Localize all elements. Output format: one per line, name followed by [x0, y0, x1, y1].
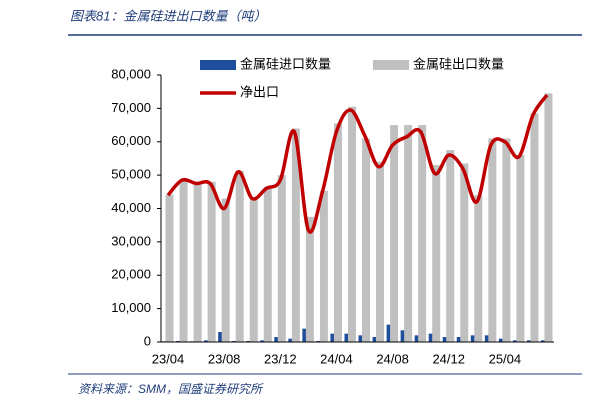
bar: [526, 340, 531, 342]
bar: [207, 181, 216, 342]
bar: [358, 335, 363, 342]
legend-label: 金属硅出口数量: [413, 56, 504, 71]
x-tick-label: 24/08: [376, 351, 409, 366]
bar: [530, 113, 539, 342]
bar: [484, 335, 489, 342]
chart-title: 图表81：金属硅进出口数量（吨）: [70, 8, 266, 23]
bar: [165, 194, 174, 342]
bar: [372, 336, 377, 342]
bar: [179, 179, 188, 342]
bar: [442, 336, 447, 342]
bar: [277, 175, 286, 342]
bar: [235, 170, 244, 342]
bar: [418, 125, 427, 342]
bar: [333, 123, 342, 342]
bar: [446, 150, 455, 342]
y-tick-label: 10,000: [111, 300, 151, 315]
bar: [386, 324, 391, 342]
bar: [319, 190, 328, 342]
bar: [376, 161, 385, 342]
bar: [544, 93, 553, 342]
bar: [221, 198, 230, 342]
bar: [344, 333, 349, 342]
bar: [347, 106, 356, 342]
bar: [288, 338, 293, 342]
x-tick-label: 23/04: [152, 351, 185, 366]
bar: [404, 125, 413, 342]
bar: [330, 333, 335, 342]
bar: [474, 195, 483, 342]
bar: [390, 125, 399, 342]
bar: [218, 331, 223, 342]
bar: [428, 333, 433, 342]
bar: [502, 138, 511, 342]
bar: [512, 340, 517, 342]
bar: [460, 163, 469, 342]
y-tick-label: 50,000: [111, 167, 151, 182]
legend-label: 金属硅进口数量: [240, 56, 331, 71]
bar: [432, 165, 441, 342]
bar: [246, 340, 251, 342]
bar: [193, 182, 202, 342]
bar: [400, 330, 405, 342]
legend-label: 净出口: [240, 84, 279, 99]
y-tick-label: 30,000: [111, 233, 151, 248]
line: [166, 93, 549, 234]
bar: [470, 335, 475, 342]
x-tick-label: 24/12: [432, 351, 465, 366]
bar: [249, 197, 258, 342]
bar: [305, 216, 314, 342]
y-tick-label: 60,000: [111, 133, 151, 148]
bar: [232, 340, 237, 342]
bar: [456, 336, 461, 342]
bar: [204, 340, 209, 342]
x-tick-label: 25/04: [489, 351, 522, 366]
y-tick-label: 20,000: [111, 267, 151, 282]
y-tick-label: 80,000: [111, 66, 151, 81]
y-tick-label: 70,000: [111, 100, 151, 115]
x-tick-label: 24/04: [320, 351, 353, 366]
legend-swatch: [373, 60, 409, 70]
bar: [302, 328, 307, 342]
bar: [316, 340, 321, 342]
x-tick-label: 23/12: [264, 351, 297, 366]
bar: [414, 335, 419, 342]
bar: [263, 186, 272, 342]
bar: [488, 138, 497, 342]
bar: [498, 338, 503, 342]
bar: [274, 336, 279, 342]
bar: [362, 138, 371, 342]
y-tick-label: 0: [144, 333, 151, 348]
x-tick-label: 23/08: [208, 351, 241, 366]
legend-swatch: [200, 60, 236, 70]
bar: [540, 340, 545, 342]
source: 资料来源：SMM，国盛证券研究所: [78, 382, 264, 396]
bar: [516, 155, 525, 342]
bar: [291, 128, 300, 342]
y-tick-label: 40,000: [111, 200, 151, 215]
bar: [176, 340, 181, 342]
bar: [260, 340, 265, 342]
